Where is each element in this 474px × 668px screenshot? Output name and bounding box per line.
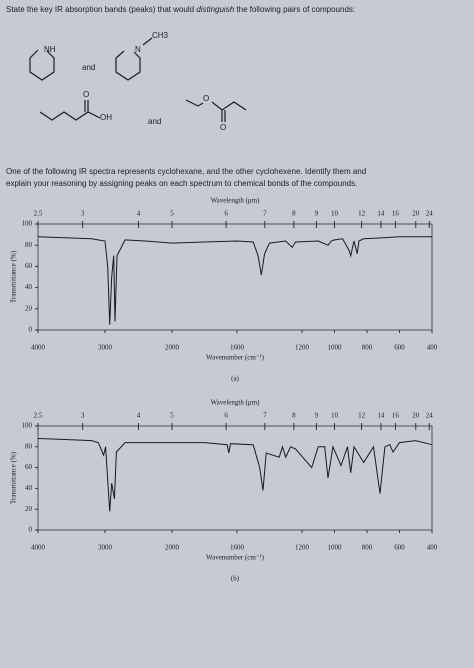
y-tick-label: 60 [25,463,33,471]
molecule-butanoic-acid: O OH [39,90,112,122]
caption: (a) [231,375,239,383]
x2-tick-label: 24 [426,210,434,218]
spectrum-line [37,438,433,512]
ring [29,49,55,81]
atom-label: O [83,90,89,99]
y-axis-title: Transmittance (%) [10,250,18,303]
x2-tick-label: 8 [292,210,296,218]
caption: (b) [231,575,240,583]
x-tick-label: 400 [427,344,438,352]
x-tick-label: 2000 [165,544,180,552]
conjunction: and [148,117,161,126]
atom-label: N [135,45,141,54]
y-tick-label: 80 [25,241,33,249]
x2-tick-label: 4 [137,210,141,218]
y-tick-label: 60 [25,262,33,270]
x-tick-label: 400 [427,544,438,552]
x2-tick-label: 16 [392,412,400,420]
x2-tick-label: 6 [224,412,228,420]
x2-tick-label: 4 [137,412,141,420]
bond [142,37,153,46]
x2-tick-label: 20 [412,412,420,420]
x-axis-title: Wavenumber (cm⁻¹) [206,354,265,362]
atom-label: OH [100,113,112,122]
x2-tick-label: 14 [377,210,385,218]
plot-frame [37,425,433,531]
x-tick-label: 2000 [165,344,180,352]
y-axis-title: Transmittance (%) [10,451,18,504]
x2-tick-label: 9 [315,412,319,420]
x2-tick-label: 20 [412,210,420,218]
x2-tick-label: 12 [358,412,366,420]
question-text: the following pairs of compounds: [236,5,355,14]
spectrum-line [37,236,432,325]
y-tick-label: 100 [22,220,33,228]
x2-tick-label: 10 [331,412,339,420]
question-text: State the key IR absorption bands (peaks… [6,5,194,14]
chain [39,111,101,121]
x2-tick-label: 8 [292,412,296,420]
chain [211,101,247,111]
question-emphasis: distinguish [196,5,234,14]
molecule-piperidine: NH [29,45,56,81]
molecule-methylpiperidine: N CH3 [115,31,169,81]
x-tick-label: 1000 [327,544,342,552]
x-tick-label: 600 [394,544,405,552]
x2-tick-label: 16 [392,210,400,218]
y-tick-label: 0 [29,326,33,334]
x-tick-label: 1200 [295,544,310,552]
x-tick-label: 3000 [98,344,113,352]
atom-label: O [220,123,226,132]
atom-label: CH3 [152,31,169,40]
atom-label: NH [44,45,56,54]
x-tick-label: 600 [394,344,405,352]
x2-tick-label: 3 [81,210,85,218]
x-tick-label: 4000 [31,344,46,352]
y-tick-label: 40 [25,484,33,492]
x2-tick-label: 2.5 [34,412,43,420]
molecule-methyl-propanoate: O O [185,94,247,132]
x2-tick-label: 14 [377,412,385,420]
x-tick-label: 1000 [327,344,342,352]
x2-tick-label: 6 [224,210,228,218]
y-tick-label: 0 [29,526,33,534]
y-tick-label: 100 [22,422,33,430]
x2-tick-label: 5 [170,210,174,218]
x2-tick-label: 7 [263,412,267,420]
x-tick-label: 1600 [230,544,245,552]
x-tick-label: 4000 [31,544,46,552]
y-tick-label: 20 [25,505,33,513]
prompt-line: explain your reasoning by assigning peak… [6,179,357,188]
y-tick-label: 20 [25,304,33,312]
x2-tick-label: 24 [426,412,434,420]
y-tick-label: 80 [25,442,33,450]
x2-axis-title: Wavelength (μm) [211,399,261,407]
x2-axis-title: Wavelength (μm) [211,197,261,205]
x-tick-label: 1200 [295,344,310,352]
x-axis-title: Wavenumber (cm⁻¹) [206,554,265,562]
ring [115,50,141,81]
x2-tick-label: 7 [263,210,267,218]
x2-tick-label: 12 [358,210,366,218]
x2-tick-label: 9 [315,210,319,218]
x2-tick-label: 5 [170,412,174,420]
plot-frame [37,223,433,331]
x-tick-label: 800 [362,344,373,352]
prompt-line: One of the following IR spectra represen… [6,167,366,176]
conjunction: and [82,63,95,72]
x2-tick-label: 10 [331,210,339,218]
x-tick-label: 1600 [230,344,245,352]
x-tick-label: 800 [362,544,373,552]
chain [185,99,204,107]
y-tick-label: 40 [25,283,33,291]
x-tick-label: 3000 [98,544,113,552]
atom-label: O [203,94,209,103]
x2-tick-label: 3 [81,412,85,420]
question: State the key IR absorption bands (peaks… [6,5,355,14]
x2-tick-label: 2.5 [34,210,43,218]
